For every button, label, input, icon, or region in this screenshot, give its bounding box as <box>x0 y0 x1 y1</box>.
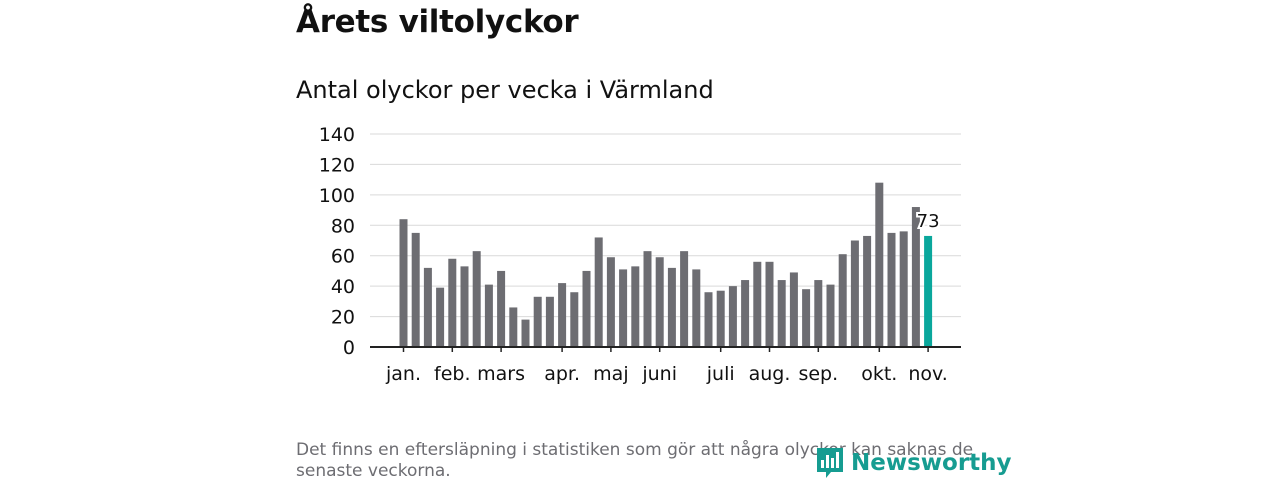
bar <box>582 270 591 347</box>
x-tick-label: sep. <box>798 363 838 385</box>
x-tick-label: juli <box>706 363 735 385</box>
y-tick-label: 120 <box>319 154 355 176</box>
bar <box>558 283 567 347</box>
bar <box>704 292 713 347</box>
bar <box>753 261 762 347</box>
bar <box>472 251 481 347</box>
x-tick-label: nov. <box>908 363 947 385</box>
bar-chart: 0 20 40 60 80 100 120 140 jan. feb. mars apr. maj jun… <box>319 124 961 385</box>
bar <box>728 286 737 347</box>
bar <box>619 269 628 347</box>
bar <box>680 251 689 347</box>
bar <box>655 257 664 347</box>
bar-current-week <box>924 235 933 347</box>
bar <box>509 307 518 347</box>
bar <box>814 280 823 347</box>
newsworthy-logo-icon <box>817 448 843 478</box>
bar <box>765 261 774 347</box>
bar <box>570 292 579 347</box>
bar <box>692 269 701 347</box>
x-tick-label: feb. <box>434 363 470 385</box>
chart-title: Årets viltolyckor <box>296 4 579 40</box>
bar <box>716 290 725 347</box>
bar <box>521 319 530 347</box>
bar <box>887 232 896 347</box>
bar <box>448 258 457 347</box>
x-tick-label: aug. <box>749 363 791 385</box>
x-tick-label: okt. <box>861 363 897 385</box>
bar <box>850 240 859 347</box>
chart-subtitle: Antal olyckor per vecka i Värmland <box>296 76 714 104</box>
bar <box>741 280 750 347</box>
bar <box>667 267 676 347</box>
bar <box>643 251 652 347</box>
bar <box>533 296 542 347</box>
bar <box>802 289 811 347</box>
y-tick-label: 80 <box>331 215 355 237</box>
y-tick-label: 100 <box>319 185 355 207</box>
footnote: Det finns en eftersläpning i statistiken… <box>296 440 974 481</box>
bar <box>826 284 835 347</box>
bar <box>875 182 884 347</box>
x-tick-label: apr. <box>544 363 580 385</box>
x-tick-label: jan. <box>385 363 421 385</box>
y-tick-label: 0 <box>343 337 355 359</box>
y-tick-label: 140 <box>319 124 355 146</box>
y-tick-label: 60 <box>331 246 355 268</box>
last-value-label: 73 <box>917 211 940 232</box>
x-tick-label: mars <box>477 363 525 385</box>
bar <box>497 270 506 347</box>
bar <box>484 284 493 347</box>
bar <box>631 266 640 347</box>
y-tick-label: 40 <box>331 276 355 298</box>
bar <box>436 287 445 347</box>
bar <box>594 237 603 347</box>
bar <box>399 219 408 347</box>
x-tick-label: juni <box>641 363 677 385</box>
bar <box>911 207 920 347</box>
bar <box>838 254 847 347</box>
bar <box>899 231 908 347</box>
bar <box>606 257 615 347</box>
y-tick-label: 20 <box>331 307 355 329</box>
bar <box>545 296 554 347</box>
logo-text: Newsworthy <box>851 450 1012 476</box>
bar <box>423 267 432 347</box>
bar <box>863 235 872 347</box>
bar <box>789 272 798 347</box>
bar <box>777 280 786 347</box>
x-tick-label: maj <box>593 363 628 385</box>
newsworthy-logo: Newsworthy <box>815 446 1012 480</box>
bar <box>411 232 420 347</box>
bar <box>460 266 469 347</box>
